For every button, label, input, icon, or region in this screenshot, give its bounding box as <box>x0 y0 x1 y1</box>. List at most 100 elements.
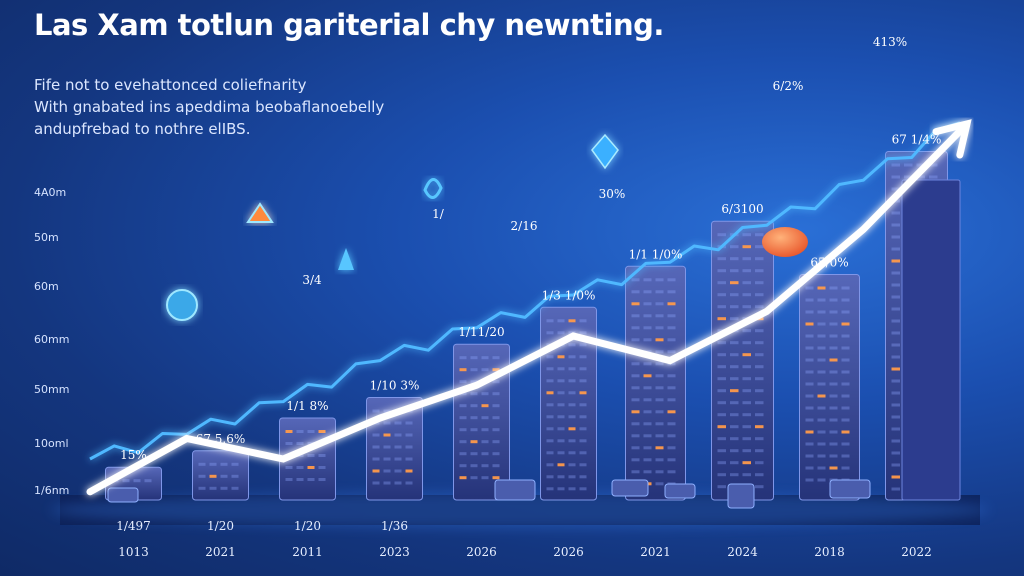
building-window <box>568 451 576 455</box>
tower-back <box>901 179 961 501</box>
building-window <box>231 486 239 490</box>
building-window <box>643 470 652 474</box>
building-window <box>829 406 838 410</box>
building-window <box>643 278 652 282</box>
building-window <box>557 427 565 431</box>
building-window <box>755 257 764 261</box>
building-window <box>755 245 764 249</box>
building-window <box>829 310 838 314</box>
building-window <box>805 322 814 326</box>
building-window <box>481 476 489 480</box>
building-window <box>579 379 587 383</box>
data-label: 67 1/4% <box>892 133 942 147</box>
building-window <box>829 370 838 374</box>
building-window <box>717 425 726 429</box>
building-window <box>829 334 838 338</box>
trend-label: 1/ <box>432 207 445 221</box>
building-window <box>891 163 900 167</box>
x-top-tick-label: 1/20 <box>294 519 321 533</box>
building-window <box>755 329 764 333</box>
building-window <box>655 314 664 318</box>
building-window <box>492 452 500 456</box>
building-window <box>285 442 293 445</box>
building-window <box>209 462 217 466</box>
building-window <box>717 305 726 309</box>
building-window <box>631 398 640 402</box>
building-window <box>916 163 925 167</box>
building-window <box>891 247 900 251</box>
x-tick-label: 1013 <box>118 545 149 559</box>
building-window <box>891 463 900 467</box>
building-window <box>405 481 413 485</box>
building-window <box>579 343 587 347</box>
building-window <box>546 451 554 455</box>
x-tick-label: 2018 <box>814 545 845 559</box>
building-window <box>557 475 565 479</box>
building-window <box>829 298 838 302</box>
subtitle-line-3: andupfrebad to nothre elIBS. <box>34 120 251 138</box>
building-window <box>459 392 467 396</box>
ground-prop <box>727 483 755 509</box>
building-window <box>742 401 751 405</box>
building-window <box>841 370 850 374</box>
building-window <box>318 466 326 469</box>
building-window <box>568 367 576 371</box>
chart-icon <box>338 248 354 270</box>
building-window <box>742 305 751 309</box>
building-window <box>817 370 826 374</box>
building-window <box>579 439 587 443</box>
building-window <box>742 269 751 273</box>
building-window <box>891 343 900 347</box>
building-window <box>841 298 850 302</box>
building-window <box>717 413 726 417</box>
building-window <box>546 355 554 359</box>
building-window <box>891 223 900 227</box>
building-window <box>481 464 489 468</box>
building-window <box>841 406 850 410</box>
building-window <box>829 442 838 446</box>
building-window <box>730 401 739 405</box>
building-window <box>655 398 664 402</box>
building-window <box>631 290 640 294</box>
building-window <box>631 338 640 342</box>
building-window <box>655 482 664 486</box>
building-window <box>755 365 764 369</box>
bar <box>799 274 860 501</box>
building-window <box>730 305 739 309</box>
ground-prop <box>107 487 139 503</box>
building-window <box>546 439 554 443</box>
building-window <box>394 445 402 449</box>
building-window <box>742 449 751 453</box>
building-window <box>717 233 726 237</box>
building-window <box>667 338 676 342</box>
building-window <box>755 413 764 417</box>
building-window <box>470 368 478 372</box>
building-window <box>546 319 554 323</box>
building-window <box>717 317 726 321</box>
building-window <box>655 290 664 294</box>
building-window <box>557 355 565 359</box>
building-window <box>643 290 652 294</box>
building-window <box>631 374 640 378</box>
building-window <box>492 416 500 420</box>
building-window <box>579 367 587 371</box>
building-window <box>405 457 413 461</box>
building-window <box>755 473 764 477</box>
x-tick-label: 2026 <box>553 545 584 559</box>
building-window <box>667 302 676 306</box>
building-window <box>742 257 751 261</box>
building-window <box>231 462 239 466</box>
arrow-head <box>932 119 972 159</box>
building-window <box>841 418 850 422</box>
building-window <box>755 389 764 393</box>
y-tick-label: 50m <box>34 231 59 244</box>
building-window <box>643 362 652 366</box>
building-window <box>631 362 640 366</box>
building-window <box>568 415 576 419</box>
building-window <box>481 392 489 396</box>
building-window <box>755 377 764 381</box>
building-window <box>667 446 676 450</box>
building-window <box>470 380 478 384</box>
building-window <box>568 475 576 479</box>
building-window <box>742 365 751 369</box>
